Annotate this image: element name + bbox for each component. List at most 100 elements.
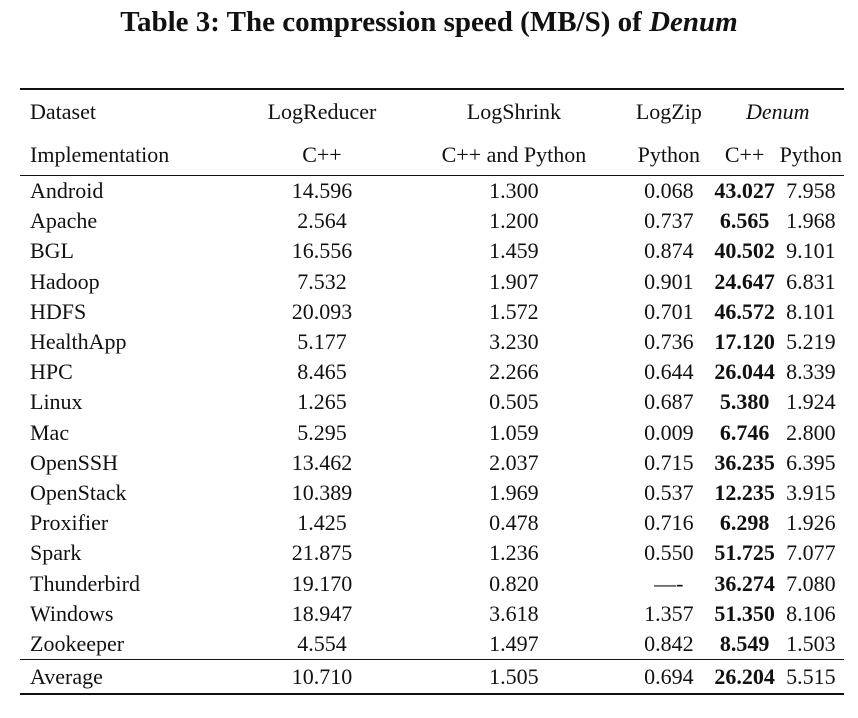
dataset-cell: Hadoop (30, 268, 100, 294)
average-row: Average 10.710 1.505 0.694 26.204 5.515 (20, 659, 844, 695)
table-row: OpenStack 10.389 1.969 0.537 12.235 3.915 (20, 478, 844, 508)
dataset-cell: HDFS (30, 298, 87, 324)
header-row-dataset: Dataset LogReducer LogShrink LogZip Denu… (20, 88, 844, 134)
value-cell: 5.177 (297, 329, 347, 355)
dataset-cell: Mac (30, 419, 70, 445)
value-cell: 6.746 (719, 419, 770, 445)
value-cell: 0.550 (644, 540, 694, 566)
average-value: 5.515 (777, 659, 844, 695)
average-value: 26.204 (711, 659, 778, 695)
value-cell: 1.924 (786, 389, 836, 415)
value-cell: —- (654, 570, 684, 596)
value-cell: 2.800 (786, 419, 836, 445)
value-cell: 0.687 (644, 389, 694, 415)
value-cell: 0.901 (644, 268, 694, 294)
value-cell: 7.077 (786, 540, 836, 566)
value-cell: 0.505 (489, 389, 539, 415)
value-cell: 43.027 (711, 175, 778, 207)
dataset-cell: Thunderbird (30, 570, 140, 596)
table-row: HDFS 20.093 1.572 0.701 46.572 8.101 (20, 297, 844, 327)
value-cell: 13.462 (291, 449, 353, 475)
value-cell: 16.556 (291, 238, 353, 264)
value-cell: 5.380 (719, 389, 770, 415)
value-cell: 7.532 (297, 268, 347, 294)
average-value: 1.505 (401, 659, 627, 695)
table-row: Spark 21.875 1.236 0.550 51.725 7.077 (20, 538, 844, 568)
table-row: Hadoop 7.532 1.907 0.901 24.647 6.831 (20, 267, 844, 297)
table-row: Android 14.596 1.300 0.068 43.027 7.958 (20, 175, 844, 207)
value-cell: 8.101 (786, 298, 836, 324)
table-row: Mac 5.295 1.059 0.009 6.746 2.800 (20, 418, 844, 448)
value-cell: 1.497 (489, 630, 539, 656)
dataset-cell: Windows (30, 600, 114, 626)
value-cell: 46.572 (714, 298, 775, 324)
dataset-cell: HPC (30, 359, 73, 385)
value-cell: 0.737 (644, 208, 694, 234)
value-cell: 0.736 (644, 329, 694, 355)
value-cell: 6.831 (786, 268, 836, 294)
value-cell: 3.618 (489, 600, 539, 626)
table-caption: Table 3: The compression speed (MB/S) of… (0, 6, 858, 39)
value-cell: 1.968 (786, 208, 836, 234)
value-cell: 0.820 (489, 570, 539, 596)
value-cell: 0.874 (644, 238, 694, 264)
caption-emphasis: Denum (649, 6, 738, 38)
table-row: Linux 1.265 0.505 0.687 5.380 1.924 (20, 387, 844, 417)
table-row: HPC 8.465 2.266 0.644 26.044 8.339 (20, 357, 844, 387)
value-cell: 7.080 (786, 570, 836, 596)
dataset-cell: Linux (30, 389, 83, 415)
value-cell: 1.503 (786, 630, 836, 656)
value-cell: 1.200 (489, 208, 539, 234)
average-value: 10.710 (242, 659, 402, 695)
value-cell: 2.266 (489, 359, 539, 385)
caption-text: Table 3: The compression speed (MB/S) of (120, 6, 650, 38)
value-cell: 0.644 (644, 359, 694, 385)
table-row: Proxifier 1.425 0.478 0.716 6.298 1.926 (20, 508, 844, 538)
value-cell: 0.716 (644, 510, 694, 536)
header-cell: Python (779, 141, 843, 167)
value-cell: 0.701 (644, 298, 694, 324)
dataset-cell: Proxifier (30, 510, 109, 536)
value-cell: 1.357 (644, 600, 694, 626)
table-row: OpenSSH 13.462 2.037 0.715 36.235 6.395 (20, 448, 844, 478)
header-cell: Implementation (30, 141, 170, 167)
value-cell: 1.572 (489, 298, 539, 324)
header-cell: C++ (724, 141, 765, 167)
value-cell: 12.235 (714, 479, 775, 505)
value-cell: 36.235 (714, 449, 775, 475)
value-cell: 24.647 (714, 268, 775, 294)
value-cell: 1.907 (489, 268, 539, 294)
value-cell: 14.596 (242, 175, 402, 207)
value-cell: 36.274 (714, 570, 775, 596)
value-cell: 8.465 (297, 359, 347, 385)
average-label: Average (20, 659, 243, 695)
header-cell: C++ (302, 141, 342, 167)
dataset-cell: Apache (30, 208, 98, 234)
value-cell: 0.009 (644, 419, 694, 445)
value-cell: 1.969 (489, 479, 539, 505)
value-cell: 1.236 (489, 540, 539, 566)
value-cell: 9.101 (786, 238, 836, 264)
value-cell: 1.265 (297, 389, 347, 415)
table-row: HealthApp 5.177 3.230 0.736 17.120 5.219 (20, 327, 844, 357)
value-cell: 20.093 (291, 298, 353, 324)
value-cell: 0.842 (644, 630, 694, 656)
value-cell: 6.565 (719, 208, 770, 234)
value-cell: 1.425 (297, 510, 347, 536)
dataset-cell: OpenStack (30, 479, 127, 505)
value-cell: 2.037 (489, 449, 539, 475)
value-cell: 1.459 (489, 238, 539, 264)
value-cell: 7.958 (777, 175, 844, 207)
dataset-cell: Spark (30, 540, 82, 566)
header-cell: Python (637, 141, 701, 167)
average-value: 0.694 (626, 659, 712, 695)
header-cell: Denum (711, 88, 844, 134)
dataset-cell: HealthApp (30, 329, 127, 355)
header-cell: C++ and Python (441, 141, 587, 167)
header-cell: LogReducer (242, 88, 402, 134)
value-cell: 5.295 (297, 419, 347, 445)
value-cell: 1.926 (786, 510, 836, 536)
value-cell: 6.395 (786, 449, 836, 475)
value-cell: 51.350 (714, 600, 775, 626)
value-cell: 17.120 (714, 329, 775, 355)
